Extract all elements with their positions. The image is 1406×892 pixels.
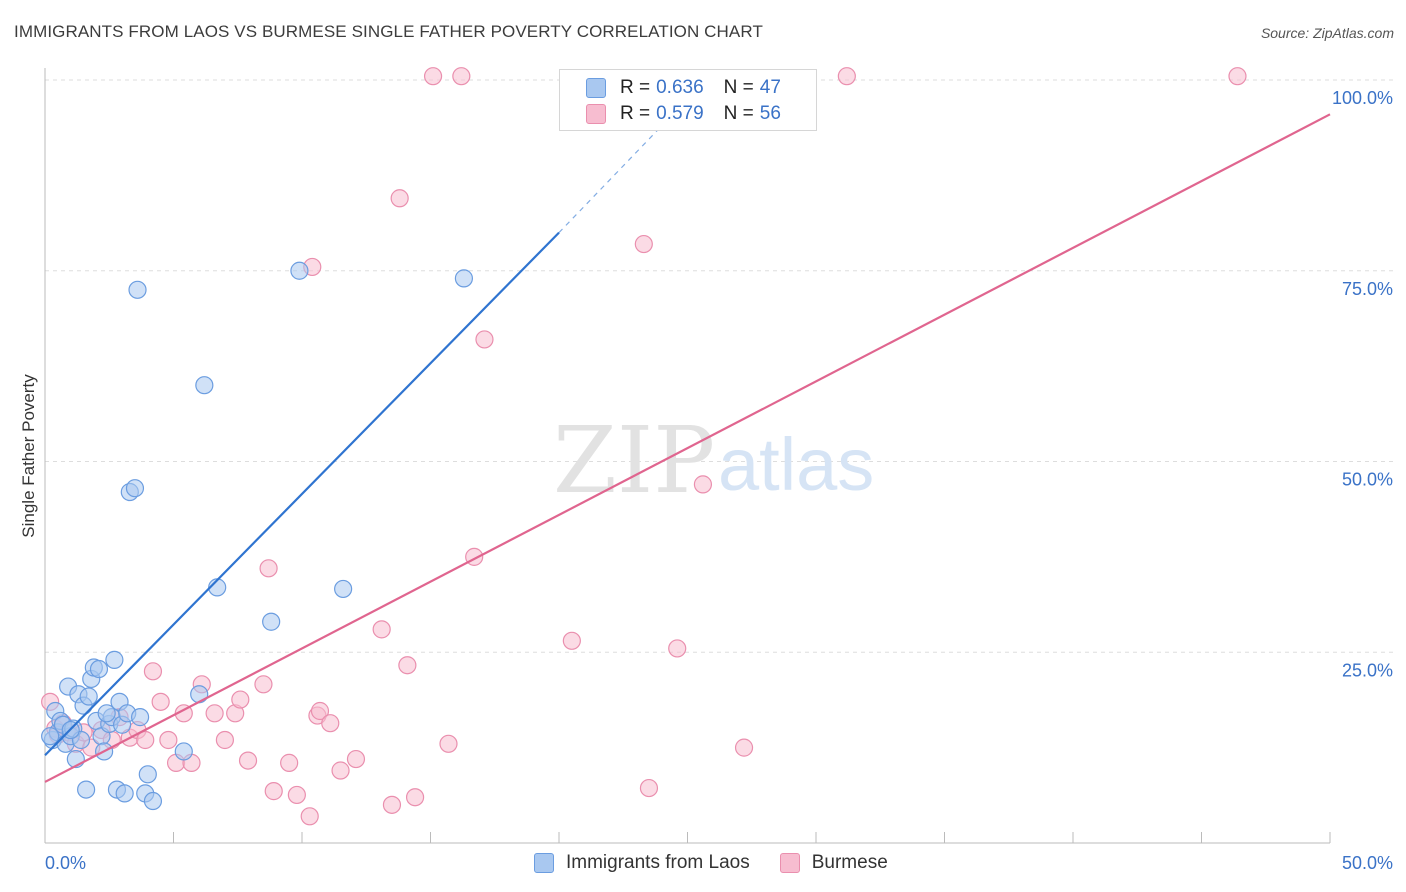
laos-point: [190, 685, 209, 704]
legend-label-laos: Immigrants from Laos: [566, 852, 750, 873]
trend-lines: [44, 113, 1331, 783]
y-tick-label: 100.0%: [1332, 88, 1393, 108]
burmese-point: [205, 704, 224, 723]
correlation-legend: R = 0.636 N = 47 R = 0.579 N = 56: [559, 69, 817, 131]
watermark-zip: ZIP: [553, 407, 715, 514]
legend-n-value: 47: [759, 77, 781, 98]
y-axis-label: Single Father Poverty: [19, 374, 38, 538]
burmese-point: [151, 692, 170, 711]
laos-point: [290, 261, 309, 280]
burmese-point: [254, 675, 273, 694]
laos-point: [138, 765, 157, 784]
laos-point: [334, 579, 353, 599]
tick-labels: 25.0% 50.0% 75.0% 100.0% 0.0% 50.0%: [45, 88, 1393, 873]
laos-point: [262, 612, 281, 631]
laos-point: [77, 780, 96, 799]
burmese-point: [215, 730, 234, 750]
series-legend: Immigrants from Laos Burmese: [534, 852, 918, 874]
burmese-point: [238, 751, 258, 770]
burmese-point: [346, 749, 366, 769]
burmese-point: [734, 738, 754, 757]
legend-n-label: N =: [723, 77, 754, 98]
laos-point: [143, 791, 163, 811]
laos-point: [128, 280, 147, 299]
burmese-swatch-icon: [586, 104, 606, 124]
burmese-point: [837, 67, 856, 86]
burmese-point: [405, 788, 425, 807]
burmese-point: [300, 807, 319, 826]
laos-point: [89, 659, 109, 679]
burmese-point: [423, 67, 443, 86]
laos-swatch-icon: [534, 853, 554, 873]
burmese-point: [1228, 67, 1247, 86]
burmese-point: [382, 795, 402, 814]
y-tick-label: 75.0%: [1342, 279, 1393, 299]
legend-r-label: R =: [620, 77, 651, 98]
laos-point: [41, 727, 60, 746]
burmese-point: [143, 662, 163, 681]
burmese-point: [634, 234, 653, 254]
burmese-point: [372, 620, 391, 639]
legend-n-value: 56: [759, 103, 781, 124]
laos-point: [454, 269, 474, 288]
burmese-point: [310, 701, 330, 721]
legend-r-value: 0.579: [656, 103, 704, 124]
burmese-point: [331, 761, 350, 780]
burmese-point: [259, 559, 278, 578]
laos-point: [174, 742, 193, 761]
laos-point: [79, 687, 98, 706]
y-tick-label: 25.0%: [1342, 660, 1393, 680]
legend-r-value: 0.636: [656, 77, 704, 98]
y-tick-label: 50.0%: [1342, 470, 1393, 490]
legend-row-burmese: R = 0.579 N = 56: [586, 102, 781, 126]
data-points: [41, 67, 1247, 826]
laos-point: [105, 650, 124, 669]
watermark-atlas: atlas: [718, 423, 874, 506]
laos-point: [195, 376, 214, 395]
burmese-point: [287, 785, 306, 805]
burmese-trend-line: [44, 113, 1331, 783]
burmese-swatch-icon: [779, 853, 800, 873]
laos-point: [97, 704, 116, 723]
laos-point: [115, 784, 134, 803]
burmese-point: [668, 639, 687, 658]
burmese-point: [159, 730, 178, 750]
burmese-point: [475, 330, 494, 349]
burmese-point: [452, 67, 471, 86]
laos-swatch-icon: [586, 78, 606, 98]
laos-point: [130, 708, 150, 727]
burmese-point: [562, 631, 581, 650]
burmese-point: [136, 730, 155, 750]
laos-trend-extension: [558, 125, 663, 234]
watermark: ZIP atlas: [553, 407, 874, 514]
legend-row-laos: R = 0.636 N = 47: [586, 76, 781, 100]
burmese-point: [321, 714, 340, 733]
x-tick-label: 50.0%: [1342, 853, 1393, 873]
grid-lines: [45, 79, 1395, 653]
burmese-point: [280, 753, 299, 772]
legend-n-label: N =: [723, 103, 754, 124]
burmese-point: [231, 690, 250, 709]
legend-r-label: R =: [620, 103, 651, 124]
legend-item-burmese[interactable]: Burmese: [779, 852, 888, 874]
source-label: Source: ZipAtlas.com: [1260, 25, 1394, 41]
x-tick-label: 0.0%: [45, 853, 86, 873]
burmese-point: [390, 189, 409, 208]
burmese-point: [439, 734, 458, 753]
legend-label-burmese: Burmese: [811, 852, 888, 873]
axes: [44, 68, 1331, 844]
chart-title: IMMIGRANTS FROM LAOS VS BURMESE SINGLE F…: [14, 22, 763, 41]
burmese-point: [639, 778, 659, 798]
legend-item-laos[interactable]: Immigrants from Laos: [534, 852, 750, 874]
burmese-point: [264, 782, 283, 801]
laos-trend-line: [44, 231, 560, 757]
burmese-point: [398, 656, 417, 675]
laos-point: [125, 479, 145, 498]
burmese-point: [693, 475, 713, 494]
